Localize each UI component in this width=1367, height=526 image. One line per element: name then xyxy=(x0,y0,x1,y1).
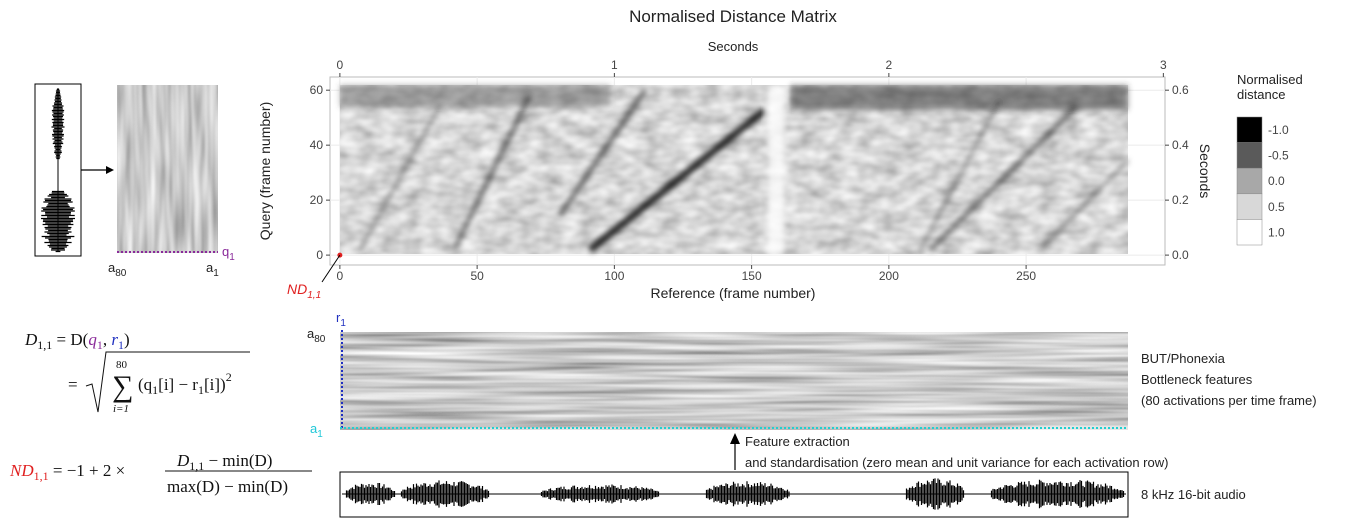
matrix-title: Normalised Distance Matrix xyxy=(629,7,837,26)
audio-waveform xyxy=(345,478,1125,510)
heatmap-shading xyxy=(340,85,1130,254)
sqrt-sign xyxy=(85,351,250,413)
diagonal xyxy=(557,88,648,217)
vertical-waveform xyxy=(40,88,76,253)
x-tick-label: 50 xyxy=(470,269,484,283)
legend-title: Normalised xyxy=(1237,72,1303,87)
corner-pointer xyxy=(321,254,341,283)
sum-sign: ∑ xyxy=(112,370,133,403)
y-axis-title: Query (frame number) xyxy=(257,102,273,240)
x-axis-title: Reference (frame number) xyxy=(651,285,816,301)
diagonal xyxy=(452,93,533,250)
legend-label: 0.5 xyxy=(1268,200,1285,214)
diagonal xyxy=(1038,158,1130,252)
q-label: q1 xyxy=(222,244,235,263)
features-desc: Bottleneck features xyxy=(1141,372,1253,387)
equation-2: = xyxy=(68,375,78,394)
equation-2-body: (q1[i] − r1[i])2 xyxy=(138,370,232,397)
legend-label: -1.0 xyxy=(1268,123,1289,137)
waveform-segment xyxy=(540,484,660,504)
waveform-segment xyxy=(345,482,396,506)
equation-1: D1,1 = D(q1, r1) xyxy=(24,330,130,352)
a80-feature-label: a80 xyxy=(307,326,326,345)
x-tick-label: 100 xyxy=(604,269,624,283)
y2-axis-title: Seconds xyxy=(1197,144,1213,198)
heatmap xyxy=(340,85,1130,254)
audio-label: 8 kHz 16-bit audio xyxy=(1141,487,1246,502)
sum-upper: 80 xyxy=(116,359,128,371)
diagonal xyxy=(918,99,1002,251)
features-desc: BUT/Phonexia xyxy=(1141,351,1226,366)
extraction-text: Feature extraction xyxy=(745,434,850,449)
y-tick-label: 60 xyxy=(310,83,324,97)
x2-tick-label: 0 xyxy=(337,58,344,72)
diagonal xyxy=(928,106,1077,252)
x-tick-label: 250 xyxy=(1016,269,1036,283)
sum-lower: i=1 xyxy=(113,403,129,415)
x2-tick-label: 1 xyxy=(611,58,618,72)
arrow-head xyxy=(730,433,740,444)
features-desc: (80 activations per time frame) xyxy=(1141,393,1317,408)
waveform-segment xyxy=(51,88,65,160)
legend-title: distance xyxy=(1237,87,1285,102)
top-axis-title: Seconds xyxy=(708,39,759,54)
equation-3: ND1,1 = −1 + 2 × xyxy=(9,461,125,483)
legend-swatch xyxy=(1236,167,1263,195)
waveform-segment xyxy=(905,478,965,510)
waveform-segment xyxy=(705,481,790,507)
legend-label: 0.0 xyxy=(1268,174,1285,188)
x-tick-label: 150 xyxy=(742,269,762,283)
legend-swatch xyxy=(1236,193,1263,220)
fraction-numerator: D1,1 − min(D) xyxy=(176,451,272,473)
features-image xyxy=(340,332,1128,430)
light-stripe xyxy=(768,85,784,254)
feature-image xyxy=(117,85,218,253)
waveform-segment xyxy=(400,480,490,508)
legend-swatch xyxy=(1236,116,1263,143)
x-tick-label: 200 xyxy=(879,269,899,283)
corner-label: ND1,1 xyxy=(287,281,321,301)
legend-label: 1.0 xyxy=(1268,225,1285,239)
fraction-denominator: max(D) − min(D) xyxy=(167,477,288,496)
dark-band xyxy=(790,85,1128,110)
axes: 0 50 100 150 200 250 0 1 2 3 0 20 40 60 0.0 0.2 0.4 0.6 xyxy=(310,58,1189,283)
y-tick-label: 20 xyxy=(310,193,324,207)
a1-label: a1 xyxy=(206,260,219,279)
y-tick-label: 40 xyxy=(310,138,324,152)
waveform-segment xyxy=(990,479,1125,509)
dark-band xyxy=(340,85,610,107)
r-label: r1 xyxy=(336,310,346,329)
a1-feature-label: a1 xyxy=(310,421,323,440)
diagonal xyxy=(358,104,442,251)
legend-swatch xyxy=(1236,219,1263,246)
x-tick-label: 0 xyxy=(337,269,344,283)
y2-tick-label: 0.0 xyxy=(1172,248,1189,262)
legend-swatch xyxy=(1236,142,1263,169)
diagonal xyxy=(587,107,768,253)
arrow-head xyxy=(106,166,114,174)
y2-tick-label: 0.2 xyxy=(1172,193,1189,207)
a80-label: a80 xyxy=(108,260,127,279)
x2-tick-label: 3 xyxy=(1160,58,1167,72)
y2-tick-label: 0.4 xyxy=(1172,138,1189,152)
x2-tick-label: 2 xyxy=(886,58,893,72)
legend-label: -0.5 xyxy=(1268,149,1289,163)
extraction-text: and standardisation (zero mean and unit … xyxy=(745,455,1168,470)
y2-tick-label: 0.6 xyxy=(1172,83,1189,97)
y-tick-label: 0 xyxy=(316,248,323,262)
heatmap-texture xyxy=(340,85,1128,254)
waveform-segment xyxy=(40,190,76,253)
